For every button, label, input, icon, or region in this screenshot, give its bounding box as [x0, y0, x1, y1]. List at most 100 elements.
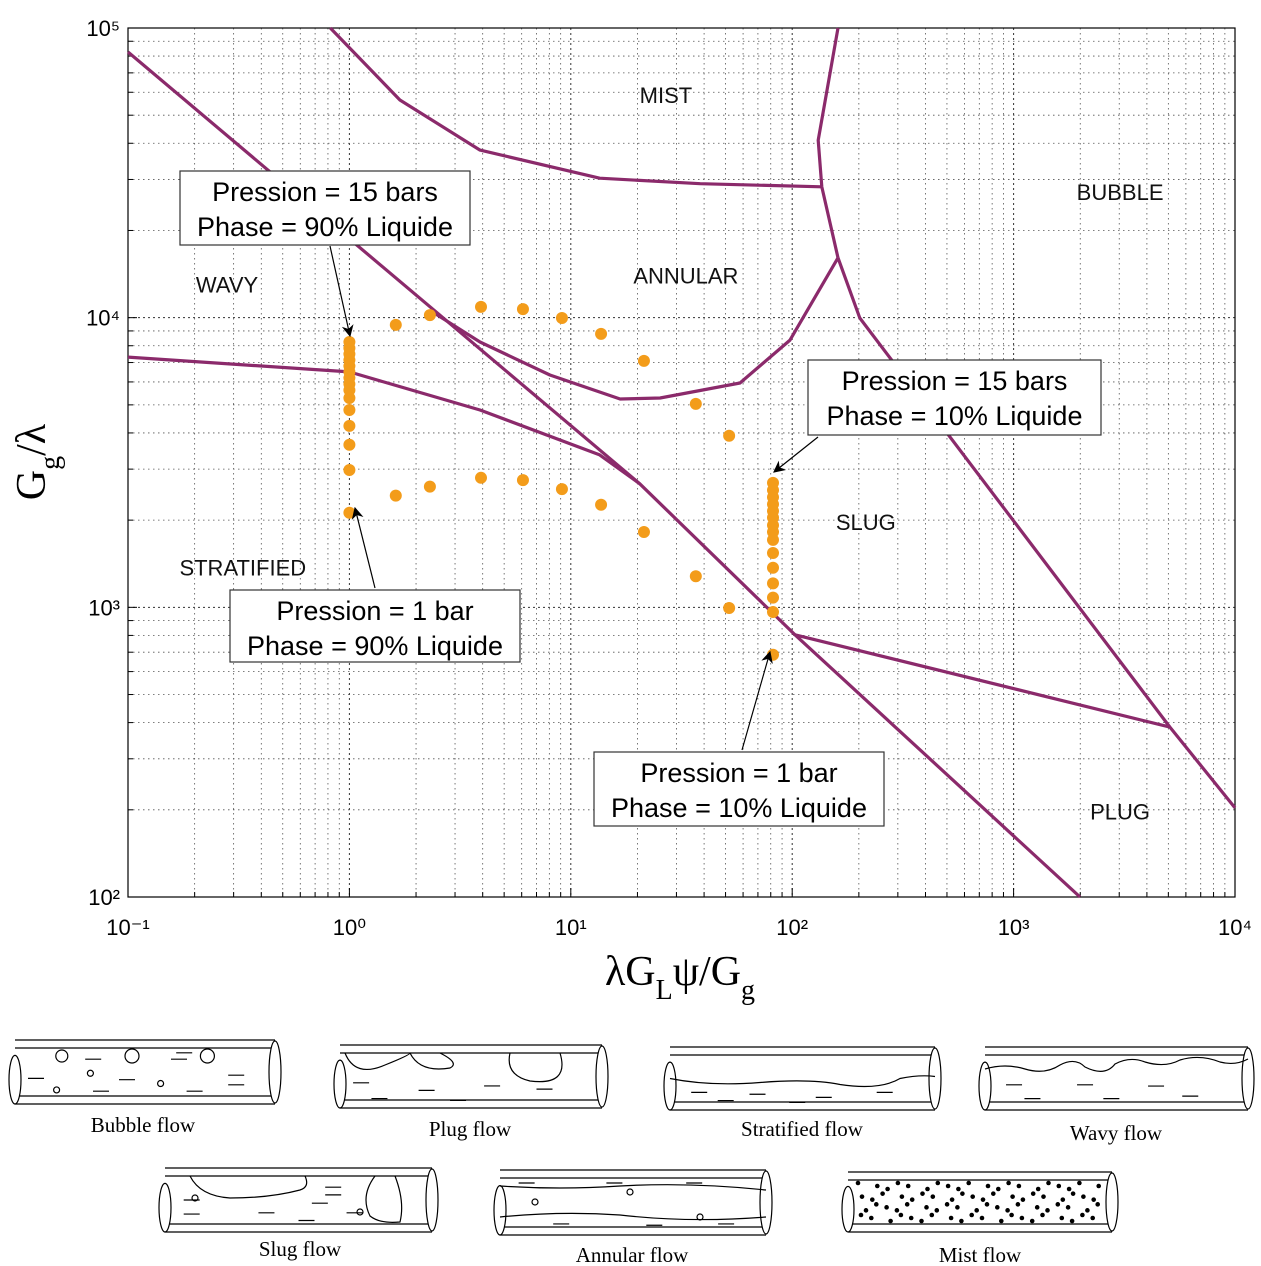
- droplet: [948, 1215, 954, 1221]
- pipe-end: [759, 1170, 773, 1235]
- droplet: [1091, 1197, 1096, 1202]
- pipe-end: [333, 1059, 347, 1109]
- interface: [984, 1056, 1249, 1072]
- boundary-line: [127, 355, 641, 486]
- liquid-dash: [183, 1186, 363, 1222]
- droplet: [969, 1212, 974, 1218]
- liquid-dash: [518, 1182, 735, 1226]
- droplet: [874, 1202, 879, 1207]
- droplet: [1046, 1180, 1051, 1186]
- droplet: [945, 1183, 951, 1189]
- droplet: [888, 1218, 893, 1224]
- bubble: [191, 1194, 199, 1202]
- flow-label: Wavy flow: [1070, 1121, 1163, 1145]
- pipe-end: [595, 1045, 609, 1108]
- axis-label-subscript: L: [656, 975, 673, 1006]
- droplet: [929, 1212, 935, 1218]
- data-point: [343, 419, 356, 432]
- callout-arrow: [773, 436, 819, 473]
- bubble: [696, 1213, 704, 1221]
- data-point: [767, 533, 780, 546]
- data-point: [637, 525, 650, 538]
- data-point: [595, 327, 608, 340]
- callout-box: [807, 359, 1102, 436]
- callout-text: Pression = 15 bars: [842, 366, 1068, 396]
- boundary-line: [816, 27, 840, 259]
- bubble: [86, 1069, 95, 1077]
- data-point: [389, 489, 402, 502]
- droplet: [991, 1191, 996, 1196]
- droplet: [905, 1183, 911, 1189]
- data-point: [555, 312, 568, 325]
- pipe-end: [978, 1061, 992, 1111]
- droplet: [1015, 1202, 1021, 1207]
- callout-text: Phase = 10% Liquide: [611, 793, 867, 823]
- droplet: [885, 1186, 890, 1192]
- data-point: [343, 404, 356, 417]
- data-point: [343, 463, 356, 476]
- data-point: [474, 300, 487, 313]
- pipe-end: [493, 1185, 507, 1236]
- x-tick-label: 10⁰: [333, 915, 366, 940]
- droplet: [899, 1194, 905, 1199]
- droplet: [859, 1194, 865, 1199]
- flow-label: Annular flow: [576, 1243, 689, 1266]
- droplet: [904, 1202, 910, 1207]
- droplet: [1066, 1186, 1072, 1192]
- axis-label-subscript: g: [35, 456, 66, 470]
- droplet: [1080, 1212, 1085, 1218]
- droplet: [959, 1218, 964, 1224]
- gas-plug: [344, 1052, 563, 1083]
- droplet: [1096, 1183, 1101, 1189]
- pipe-end: [158, 1182, 172, 1233]
- droplet: [1069, 1218, 1075, 1224]
- droplet: [855, 1180, 861, 1186]
- y-tick-label: 10³: [88, 595, 120, 620]
- callout-arrow: [351, 506, 376, 589]
- data-point: [516, 474, 529, 487]
- droplet: [984, 1202, 990, 1207]
- data-point: [474, 471, 487, 484]
- data-point: [516, 303, 529, 316]
- y-tick-label: 10⁵: [86, 16, 120, 41]
- bubble: [531, 1198, 539, 1206]
- droplet: [1009, 1212, 1014, 1218]
- droplet: [996, 1186, 1001, 1192]
- axis-label-subscript: g: [741, 975, 755, 1006]
- pipe-wall: [848, 1171, 1112, 1233]
- pipe-end: [928, 1047, 942, 1110]
- x-tick-label: 10³: [998, 915, 1030, 940]
- droplet: [880, 1191, 885, 1196]
- flow-label: Slug flow: [259, 1237, 342, 1261]
- bubble: [157, 1079, 165, 1088]
- pipe-wall: [165, 1167, 432, 1233]
- droplet: [1055, 1202, 1061, 1207]
- bubble: [55, 1049, 69, 1063]
- interface: [499, 1184, 767, 1221]
- region-label: STRATIFIED: [179, 556, 306, 581]
- droplet: [909, 1197, 915, 1202]
- droplet: [870, 1197, 875, 1202]
- droplet: [985, 1183, 991, 1189]
- pipe-end: [425, 1168, 439, 1232]
- droplet: [970, 1194, 975, 1199]
- pipe-end: [841, 1185, 855, 1233]
- droplet: [1035, 1186, 1041, 1192]
- callout-box: [179, 170, 471, 246]
- boundary-line: [126, 50, 1082, 899]
- flow-label: Bubble flow: [91, 1113, 196, 1137]
- region-label: SLUG: [836, 510, 896, 535]
- droplet: [875, 1183, 880, 1189]
- data-point: [343, 506, 356, 519]
- droplet: [1040, 1212, 1045, 1218]
- callout-text: Pression = 15 bars: [212, 177, 438, 207]
- droplet: [858, 1212, 864, 1218]
- boundary-line: [429, 256, 840, 401]
- droplet: [1077, 1180, 1082, 1186]
- droplet: [920, 1191, 925, 1196]
- droplet: [974, 1208, 979, 1213]
- droplet: [949, 1197, 955, 1202]
- droplet: [1020, 1197, 1026, 1202]
- axis-label: λGLψ/Gg: [605, 949, 755, 1006]
